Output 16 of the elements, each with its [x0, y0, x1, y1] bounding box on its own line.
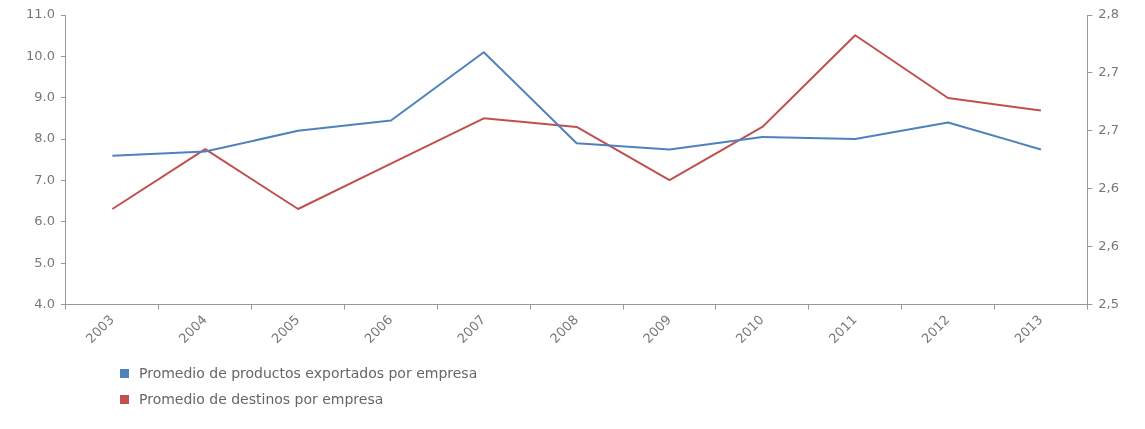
y2-tick-label: 2,7	[1098, 64, 1120, 80]
y2-tick-label: 2,6	[1098, 238, 1120, 254]
y2-tick-label: 2,8	[1098, 6, 1120, 22]
y-tick-label: 9.0	[34, 89, 55, 105]
y-tick-label: 11.0	[25, 6, 55, 22]
y-tick-label: 6.0	[34, 213, 55, 229]
y-tick-label: 8.0	[34, 130, 55, 146]
y2-tick-label: 2,7	[1098, 122, 1120, 138]
y2-tick-label: 2,6	[1098, 180, 1120, 196]
y-tick-label: 4.0	[34, 295, 55, 311]
legend-label: Promedio de productos exportados por empresa	[139, 365, 478, 381]
y2-tick-label: 2,5	[1098, 295, 1120, 311]
y-tick-label: 7.0	[34, 171, 55, 187]
y-tick-label: 5.0	[34, 254, 55, 270]
legend-label: Promedio de destinos por empresa	[139, 391, 384, 407]
y-tick-label: 10.0	[25, 47, 55, 63]
